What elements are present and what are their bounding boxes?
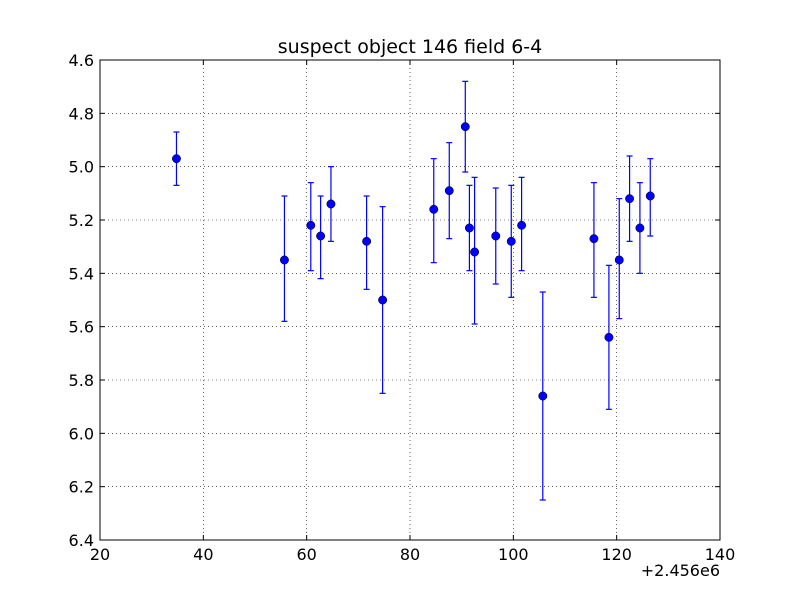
data-point	[306, 220, 316, 230]
y-tick-label: 4.6	[69, 51, 94, 70]
x-tick-label: 40	[193, 545, 213, 564]
data-point	[625, 194, 635, 204]
data-point	[470, 247, 480, 257]
data-point	[460, 122, 470, 132]
x-tick-label: 80	[400, 545, 420, 564]
data-point	[316, 231, 326, 241]
x-offset-label: +2.456e6	[641, 561, 720, 580]
data-point	[491, 231, 501, 241]
data-series	[172, 80, 655, 501]
data-point	[172, 154, 181, 164]
data-point	[280, 255, 289, 265]
data-point	[604, 332, 614, 342]
chart-title: suspect object 146 field 6-4	[278, 36, 543, 58]
y-tick-label: 5.0	[69, 158, 94, 177]
x-tick-label: 20	[90, 545, 110, 564]
y-tick-label: 4.8	[69, 104, 94, 123]
data-point	[589, 234, 599, 244]
data-point	[429, 204, 439, 214]
data-point	[362, 236, 372, 246]
data-point	[506, 236, 516, 246]
data-point	[378, 295, 388, 305]
y-tick-label: 6.2	[69, 478, 94, 497]
data-point	[517, 220, 527, 230]
data-point	[538, 391, 548, 401]
x-tick-label: 140	[705, 545, 736, 564]
x-tick-label: 120	[601, 545, 632, 564]
y-tick-label: 5.4	[69, 264, 94, 283]
y-tick-label: 6.4	[69, 531, 94, 550]
data-point	[464, 223, 474, 233]
data-point	[326, 199, 336, 209]
grid-lines	[100, 60, 720, 540]
y-tick-label: 6.0	[69, 424, 94, 443]
data-point	[444, 186, 454, 196]
x-tick-label: 100	[498, 545, 529, 564]
data-point	[645, 191, 655, 201]
y-tick-label: 5.8	[69, 371, 94, 390]
data-point	[614, 255, 624, 265]
y-tick-label: 5.6	[69, 318, 94, 337]
y-tick-label: 5.2	[69, 211, 94, 230]
data-point	[635, 223, 645, 233]
x-tick-label: 60	[296, 545, 316, 564]
axis-tick-labels: 20 40 60 80 100 120 140 4.6 4.8 5.0 5.2 5.4 5.6 5.8 6.…	[69, 51, 736, 564]
axis-ticks	[99, 59, 721, 541]
